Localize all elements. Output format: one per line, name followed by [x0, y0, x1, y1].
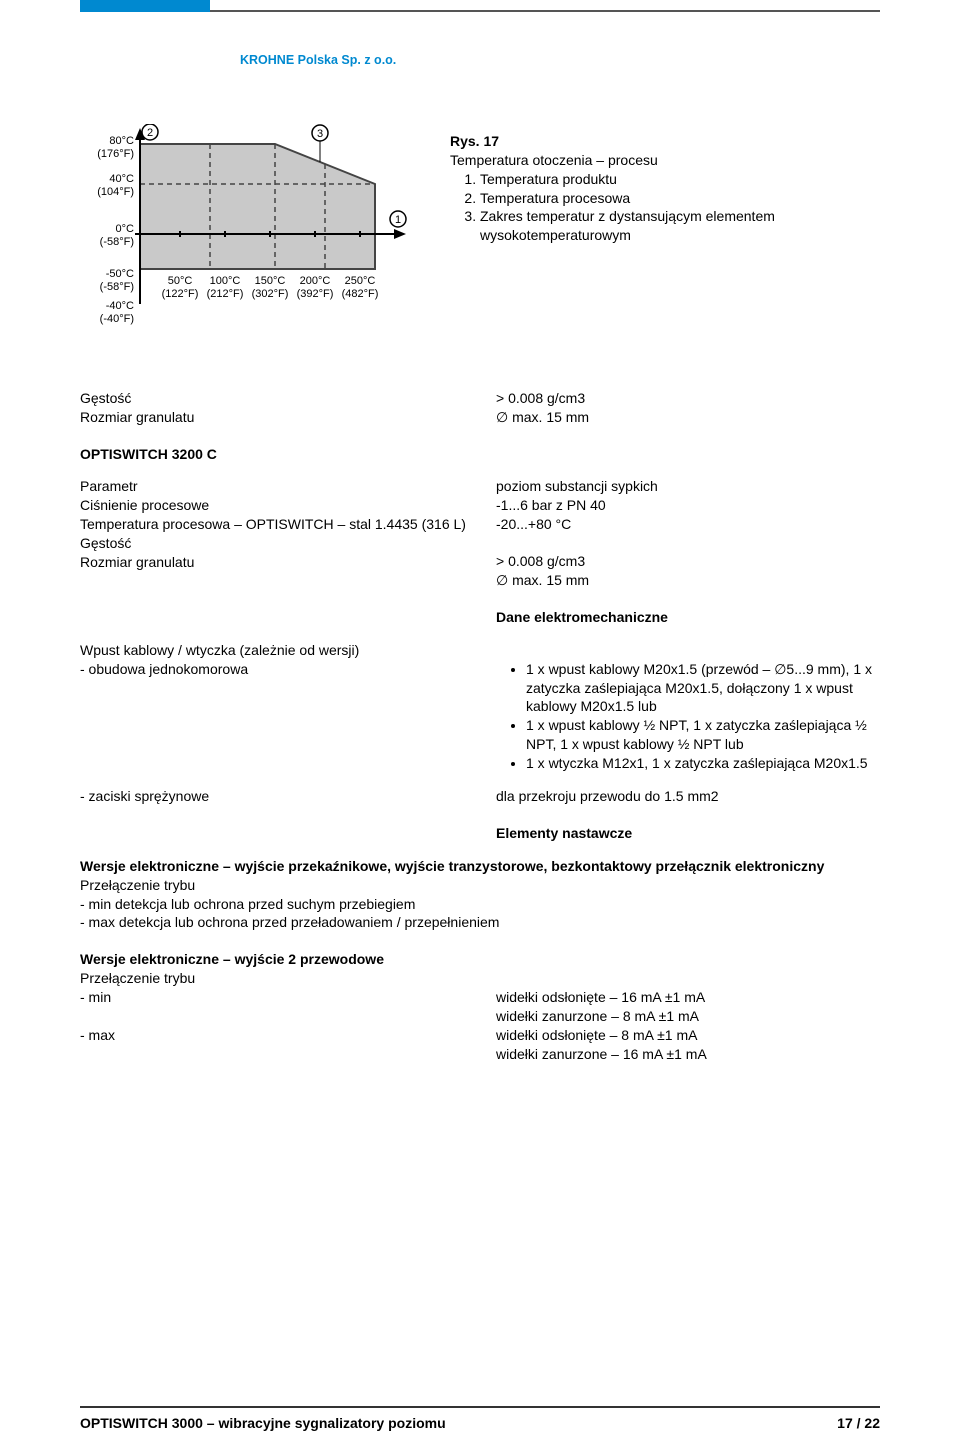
- arrowhead-icon: [394, 229, 406, 239]
- x-label: 100°C: [210, 275, 241, 287]
- spring-row: - zaciski sprężynowe dla przekroju przew…: [80, 787, 880, 806]
- x-label: 200°C: [300, 275, 331, 287]
- x-label: (482°F): [342, 288, 379, 300]
- body-text: - max detekcja lub ochrona przed przeład…: [80, 913, 880, 932]
- spec-value: > 0.008 g/cm3: [496, 389, 880, 408]
- spec-value: -1...6 bar z PN 40: [496, 496, 880, 515]
- bullet-item: 1 x wpust kablowy M20x1.5 (przewód – ∅5.…: [526, 660, 880, 717]
- spec-label: Rozmiar granulatu: [80, 408, 496, 427]
- row-label: - obudowa jednokomorowa: [80, 660, 496, 679]
- versions-heading: Wersje elektroniczne – wyjście 2 przewod…: [80, 950, 880, 969]
- spec-value: -20...+80 °C: [496, 515, 880, 534]
- company-name: KROHNE Polska Sp. z o.o.: [240, 52, 880, 69]
- spec-row: Gęstość Rozmiar granulatu > 0.008 g/cm3 …: [80, 389, 880, 427]
- figure-caption: Rys. 17 Temperatura otoczenia – procesu …: [450, 124, 880, 245]
- spec-label: Gęstość: [80, 534, 496, 553]
- y-label: (176°F): [97, 148, 134, 160]
- body-text: Przełączenie trybu: [80, 969, 880, 988]
- cable-block: - obudowa jednokomorowa 1 x wpust kablow…: [80, 660, 880, 773]
- spec-value: ∅ max. 15 mm: [496, 408, 880, 427]
- y-label: 80°C: [109, 135, 134, 147]
- spec-label: Parametr: [80, 477, 496, 496]
- section-heading: Dane elektromechaniczne: [496, 608, 880, 627]
- x-label: 150°C: [255, 275, 286, 287]
- row-label: - zaciski sprężynowe: [80, 787, 496, 806]
- heading-row: Elementy nastawcze: [80, 824, 880, 843]
- y-label: (-58°F): [100, 236, 134, 248]
- x-label: (392°F): [297, 288, 334, 300]
- row-label: - max: [80, 1026, 496, 1045]
- cable-title: Wpust kablowy / wtyczka (zależnie od wer…: [80, 641, 880, 660]
- x-label: (212°F): [207, 288, 244, 300]
- shaded-region: [140, 144, 375, 269]
- section-heading: Elementy nastawcze: [496, 824, 880, 843]
- row-label: - min: [80, 988, 496, 1007]
- spec-value: poziom substancji sypkich: [496, 477, 880, 496]
- x-label: (122°F): [162, 288, 199, 300]
- y-label: (104°F): [97, 186, 134, 198]
- product-name: OPTISWITCH 3200 C: [80, 445, 880, 464]
- spec-label: Gęstość: [80, 389, 496, 408]
- row-value: dla przekroju przewodu do 1.5 mm2: [496, 787, 880, 806]
- top-bar: [80, 0, 880, 12]
- footer-title: OPTISWITCH 3000 – wibracyjne sygnalizato…: [80, 1414, 446, 1433]
- caption-list: Temperatura produktu Temperatura proceso…: [480, 170, 880, 246]
- heading-row: Dane elektromechaniczne: [80, 608, 880, 627]
- bullet-item: 1 x wpust kablowy ½ NPT, 1 x zatyczka za…: [526, 716, 880, 754]
- callout-label: 3: [317, 128, 323, 140]
- callout-label: 1: [395, 214, 401, 226]
- body-text: - min detekcja lub ochrona przed suchym …: [80, 895, 880, 914]
- spec-label: Ciśnienie procesowe: [80, 496, 496, 515]
- row-value: widełki odsłonięte – 16 mA ±1 mA: [496, 988, 880, 1007]
- bullet-list: 1 x wpust kablowy M20x1.5 (przewód – ∅5.…: [526, 660, 880, 773]
- bullet-item: 1 x wtyczka M12x1, 1 x zatyczka zaślepia…: [526, 754, 880, 773]
- caption-item: Temperatura procesowa: [480, 189, 880, 208]
- callout-label: 2: [147, 127, 153, 139]
- figure-row: 80°C (176°F) 40°C (104°F) 0°C (-58°F) -5…: [80, 124, 880, 349]
- spec-value: ∅ max. 15 mm: [496, 571, 880, 590]
- spec-block: Parametr Ciśnienie procesowe Temperatura…: [80, 477, 880, 589]
- row-value: widełki odsłonięte – 8 mA ±1 mA: [496, 1026, 880, 1045]
- spec-value: > 0.008 g/cm3: [496, 552, 880, 571]
- spec-label: Rozmiar granulatu: [80, 553, 496, 572]
- row-value: widełki zanurzone – 16 mA ±1 mA: [496, 1045, 880, 1064]
- mode-row: - max widełki odsłonięte – 8 mA ±1 mA wi…: [80, 1026, 880, 1064]
- y-label: 0°C: [116, 223, 135, 235]
- y-label: -50°C: [106, 268, 134, 280]
- x-label: 50°C: [168, 275, 193, 287]
- figure-number: Rys. 17: [450, 132, 880, 151]
- figure-subtitle: Temperatura otoczenia – procesu: [450, 151, 880, 170]
- versions-heading: Wersje elektroniczne – wyjście przekaźni…: [80, 857, 880, 876]
- chart-svg: 80°C (176°F) 40°C (104°F) 0°C (-58°F) -5…: [80, 124, 410, 344]
- row-value: widełki zanurzone – 8 mA ±1 mA: [496, 1007, 880, 1026]
- page-number: 17 / 22: [837, 1414, 880, 1433]
- diagram: 80°C (176°F) 40°C (104°F) 0°C (-58°F) -5…: [80, 124, 410, 349]
- y-label: 40°C: [109, 173, 134, 185]
- mode-row: - min widełki odsłonięte – 16 mA ±1 mA w…: [80, 988, 880, 1026]
- y-label: -40°C: [106, 300, 134, 312]
- x-label: (302°F): [252, 288, 289, 300]
- footer: OPTISWITCH 3000 – wibracyjne sygnalizato…: [80, 1414, 880, 1433]
- y-label: (-58°F): [100, 281, 134, 293]
- accent-bar: [80, 0, 210, 12]
- footer-rule: [80, 1406, 880, 1408]
- caption-item: Zakres temperatur z dystansującym elemen…: [480, 207, 880, 245]
- body-text: Przełączenie trybu: [80, 876, 880, 895]
- rule: [210, 10, 880, 12]
- caption-item: Temperatura produktu: [480, 170, 880, 189]
- x-label: 250°C: [345, 275, 376, 287]
- y-label: (-40°F): [100, 313, 134, 325]
- spec-label: Temperatura procesowa – OPTISWITCH – sta…: [80, 515, 496, 534]
